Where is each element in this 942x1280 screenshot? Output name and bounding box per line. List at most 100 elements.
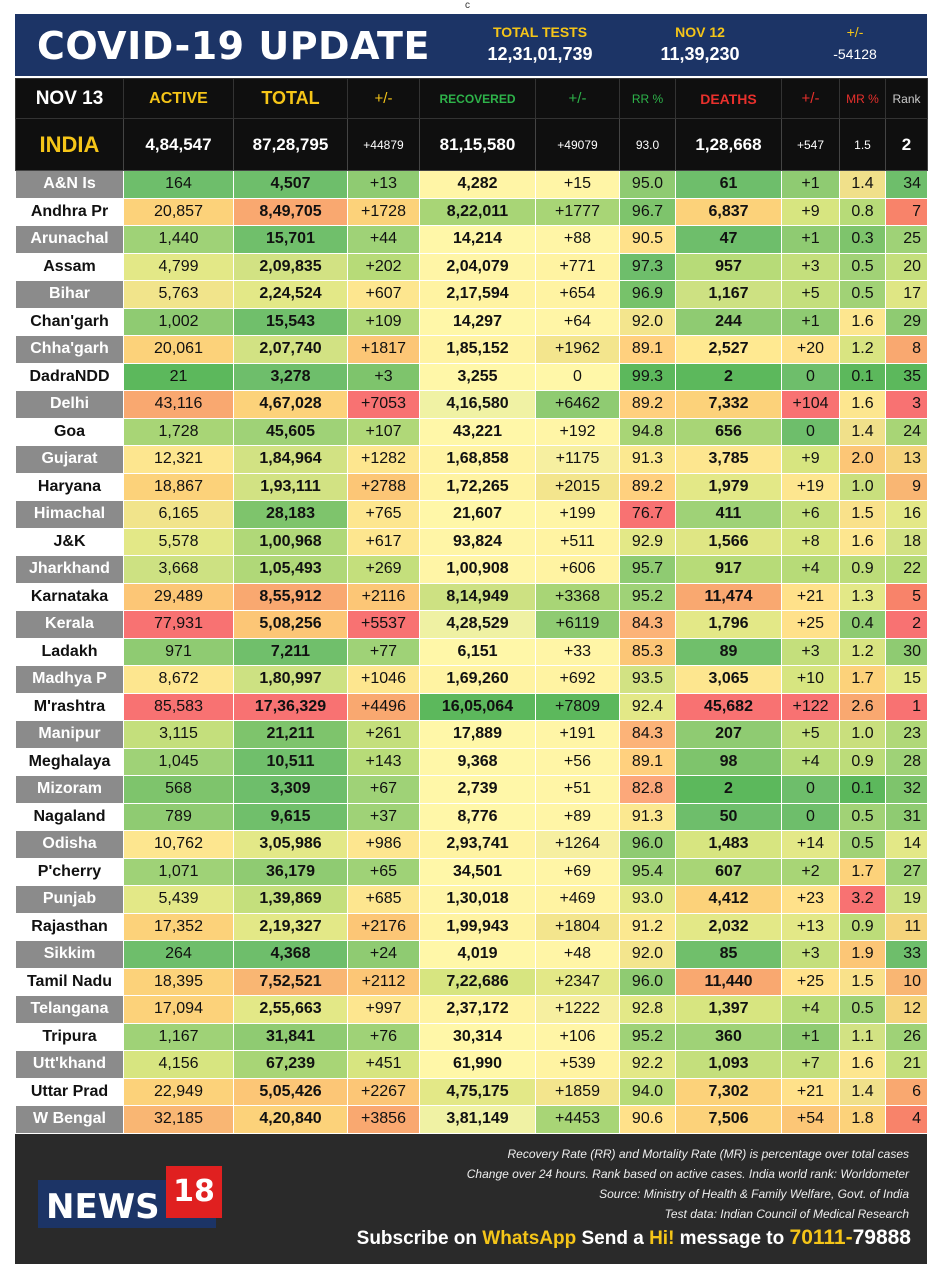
table-cell: +3 <box>347 362 420 391</box>
table-cell: +192 <box>535 417 620 446</box>
top-mark: c <box>465 0 470 11</box>
table-cell: +67 <box>347 775 420 804</box>
table-cell: +3856 <box>347 1105 420 1134</box>
table-cell: 6,165 <box>123 500 234 529</box>
table-row: Telangana 17,094 2,55,663 +997 2,37,172 +1222… <box>15 995 928 1024</box>
table-cell: 1,30,018 <box>419 885 536 914</box>
table-cell: 93.0 <box>619 885 676 914</box>
table-cell: 95.7 <box>619 555 676 584</box>
table-cell: +25 <box>781 967 840 996</box>
table-cell: +15 <box>535 170 620 199</box>
table-cell: 84.3 <box>619 720 676 749</box>
table-cell: 4,368 <box>233 940 348 969</box>
table-cell: 4,019 <box>419 940 536 969</box>
table-cell: 2,19,327 <box>233 912 348 941</box>
table-row: Madhya P 8,672 1,80,997 +1046 1,69,260 +692 93… <box>15 665 928 694</box>
state-name: Andhra Pr <box>15 197 124 226</box>
table-cell: 11,474 <box>675 582 782 611</box>
state-name: Assam <box>15 252 124 281</box>
table-cell: +65 <box>347 857 420 886</box>
table-row: Tamil Nadu 18,395 7,52,521 +2112 7,22,686 +23… <box>15 967 928 996</box>
table-cell: +104 <box>781 390 840 419</box>
table-cell: 14 <box>885 830 928 859</box>
table-row: Assam 4,799 2,09,835 +202 2,04,079 +771 97.3 95… <box>15 252 928 281</box>
table-cell: 18 <box>885 527 928 556</box>
table-cell: 1.5 <box>839 967 886 996</box>
table-cell: +20 <box>781 335 840 364</box>
table-cell: 1.4 <box>839 1077 886 1106</box>
table-cell: 2,04,079 <box>419 252 536 281</box>
table-cell: 3,065 <box>675 665 782 694</box>
table-cell: +5 <box>781 720 840 749</box>
state-name: Meghalaya <box>15 747 124 776</box>
table-cell: 15,701 <box>233 225 348 254</box>
table-cell: 7,302 <box>675 1077 782 1106</box>
table-cell: 1,167 <box>123 1022 234 1051</box>
hi-text: Hi! <box>649 1228 675 1249</box>
table-cell: +6119 <box>535 610 620 639</box>
table-cell: 8 <box>885 335 928 364</box>
table-row: P'cherry 1,071 36,179 +65 34,501 +69 95.4 607 +2… <box>15 857 928 886</box>
table-cell: 98 <box>675 747 782 776</box>
table-cell: +451 <box>347 1050 420 1079</box>
table-cell: 1.6 <box>839 527 886 556</box>
column-header: Rank <box>885 78 928 119</box>
subscribe-line: Subscribe on WhatsApp Send a Hi! message… <box>357 1226 911 1250</box>
table-cell: +692 <box>535 665 620 694</box>
table-cell: 7,52,521 <box>233 967 348 996</box>
table-cell: 360 <box>675 1022 782 1051</box>
table-cell: 92.0 <box>619 307 676 336</box>
table-cell: +13 <box>781 912 840 941</box>
state-name: Tamil Nadu <box>15 967 124 996</box>
table-cell: 1,045 <box>123 747 234 776</box>
table-cell: 93.5 <box>619 665 676 694</box>
table-cell: 85 <box>675 940 782 969</box>
table-cell: 77,931 <box>123 610 234 639</box>
table-cell: +4 <box>781 555 840 584</box>
table-cell: +1817 <box>347 335 420 364</box>
table-cell: 5,763 <box>123 280 234 309</box>
table-cell: +3 <box>781 940 840 969</box>
table-cell: 18,395 <box>123 967 234 996</box>
table-cell: 971 <box>123 637 234 666</box>
india-cell: 93.0 <box>619 118 676 171</box>
table-cell: 1,93,111 <box>233 472 348 501</box>
table-cell: 2 <box>675 362 782 391</box>
table-cell: +685 <box>347 885 420 914</box>
table-row: Kerala 77,931 5,08,256 +5537 4,28,529 +6119 84… <box>15 610 928 639</box>
total-tests-label: TOTAL TESTS <box>492 24 588 40</box>
table-cell: 19 <box>885 885 928 914</box>
table-cell: 76.7 <box>619 500 676 529</box>
nov12-label: NOV 12 <box>675 24 725 40</box>
table-cell: 8,672 <box>123 665 234 694</box>
table-cell: 2,527 <box>675 335 782 364</box>
table-cell: +69 <box>535 857 620 886</box>
table-cell: +106 <box>535 1022 620 1051</box>
table-cell: 1,002 <box>123 307 234 336</box>
table-cell: +191 <box>535 720 620 749</box>
page-title: COVID-19 UPDATE <box>37 24 430 68</box>
table-cell: 5,439 <box>123 885 234 914</box>
table-cell: 2,17,594 <box>419 280 536 309</box>
table-cell: 15,543 <box>233 307 348 336</box>
table-cell: 1.2 <box>839 335 886 364</box>
table-cell: 8,776 <box>419 802 536 831</box>
table-cell: 0.5 <box>839 280 886 309</box>
table-cell: 17,889 <box>419 720 536 749</box>
table-cell: +109 <box>347 307 420 336</box>
table-row: Chha'garh 20,061 2,07,740 +1817 1,85,152 +196… <box>15 335 928 364</box>
table-cell: 0.4 <box>839 610 886 639</box>
covid-table: NOV 13 ACTIVE TOTAL +/- RECOVERED +/- RR % DEAT… <box>15 78 928 1134</box>
table-cell: +2112 <box>347 967 420 996</box>
table-cell: +1728 <box>347 197 420 226</box>
table-cell: 1,72,265 <box>419 472 536 501</box>
table-cell: 4,507 <box>233 170 348 199</box>
table-row: Chan'garh 1,002 15,543 +109 14,297 +64 92.0 244… <box>15 307 928 336</box>
table-cell: 8,55,912 <box>233 582 348 611</box>
table-cell: 35 <box>885 362 928 391</box>
india-cell: 1.5 <box>839 118 886 171</box>
column-header: RECOVERED <box>419 78 536 119</box>
table-cell: 0 <box>781 802 840 831</box>
news18-logo: NEWS 18 <box>38 1166 222 1228</box>
table-cell: +199 <box>535 500 620 529</box>
